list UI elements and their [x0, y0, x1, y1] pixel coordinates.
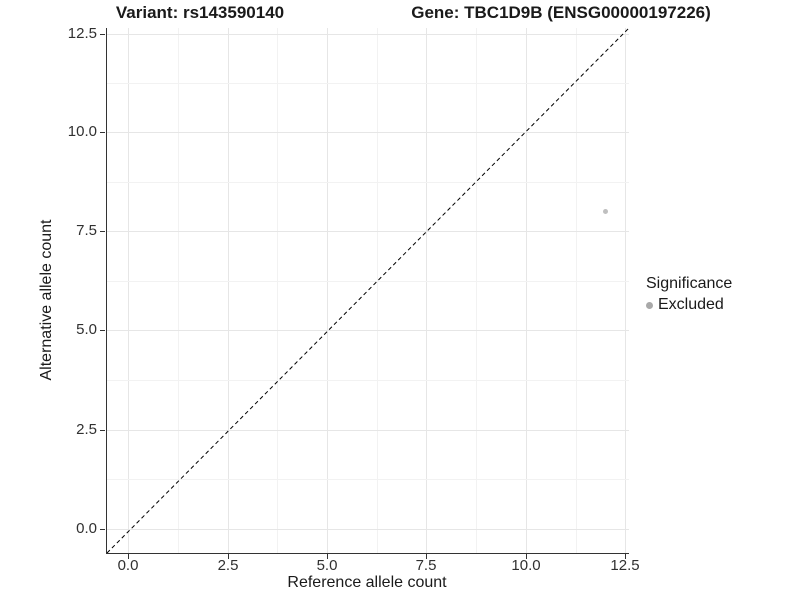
- gridline-minor-horizontal: [107, 281, 629, 282]
- gridline-major-vertical: [327, 28, 328, 553]
- x-tick-label: 12.5: [610, 557, 640, 574]
- gridline-minor-horizontal: [107, 182, 629, 183]
- x-tick-label: 0.0: [117, 557, 139, 574]
- data-point-excluded: [603, 209, 608, 214]
- y-tick-mark: [100, 34, 105, 35]
- gridline-major-horizontal: [107, 34, 629, 35]
- y-tick-mark: [100, 231, 105, 232]
- gridline-major-vertical: [128, 28, 129, 553]
- x-tick-mark: [426, 554, 427, 559]
- legend-item-label: Excluded: [658, 296, 724, 313]
- gridline-major-horizontal: [107, 330, 629, 331]
- plot-title-gene: Gene: TBC1D9B (ENSG00000197226): [411, 3, 711, 22]
- x-tick-mark: [625, 554, 626, 559]
- gridline-minor-horizontal: [107, 380, 629, 381]
- gridline-major-horizontal: [107, 529, 629, 530]
- y-axis-title: Alternative allele count: [38, 219, 55, 381]
- y-tick-label: 0.0: [76, 520, 97, 537]
- y-tick-label: 2.5: [76, 421, 97, 438]
- x-tick-label: 5.0: [316, 557, 338, 574]
- gridline-major-vertical: [228, 28, 229, 553]
- x-tick-mark: [228, 554, 229, 559]
- x-tick-label: 2.5: [217, 557, 239, 574]
- x-tick-label: 7.5: [415, 557, 437, 574]
- gridline-minor-vertical: [377, 28, 378, 553]
- identity-dashed-line: [107, 28, 629, 553]
- legend-title: Significance: [646, 275, 733, 292]
- legend-item-excluded: Excluded: [646, 296, 732, 314]
- y-tick-label: 10.0: [67, 123, 97, 140]
- gridline-minor-vertical: [476, 28, 477, 553]
- plot-title-variant: Variant: rs143590140: [115, 3, 285, 22]
- y-tick-label: 5.0: [76, 321, 97, 338]
- gridline-major-horizontal: [107, 231, 629, 232]
- y-tick-mark: [100, 430, 105, 431]
- y-tick-mark: [100, 529, 105, 530]
- gridline-major-vertical: [625, 28, 626, 553]
- y-tick-label: 7.5: [76, 222, 97, 239]
- gridline-minor-horizontal: [107, 83, 629, 84]
- x-tick-mark: [327, 554, 328, 559]
- x-tick-mark: [128, 554, 129, 559]
- y-tick-mark: [100, 330, 105, 331]
- gridline-minor-horizontal: [107, 479, 629, 480]
- y-tick-label: 12.5: [67, 25, 97, 42]
- x-tick-label: 10.0: [511, 557, 541, 574]
- gridline-minor-vertical: [576, 28, 577, 553]
- gridline-major-vertical: [426, 28, 427, 553]
- legend-dot-icon: [646, 301, 653, 309]
- y-tick-mark: [100, 132, 105, 133]
- gridline-minor-vertical: [178, 28, 179, 553]
- x-tick-mark: [526, 554, 527, 559]
- legend: Significance Excluded: [646, 274, 732, 314]
- gridline-major-horizontal: [107, 430, 629, 431]
- x-axis-title: Reference allele count: [287, 574, 447, 591]
- gridline-major-horizontal: [107, 132, 629, 133]
- plot-panel: [106, 28, 629, 554]
- gridline-major-vertical: [526, 28, 527, 553]
- gridline-minor-vertical: [277, 28, 278, 553]
